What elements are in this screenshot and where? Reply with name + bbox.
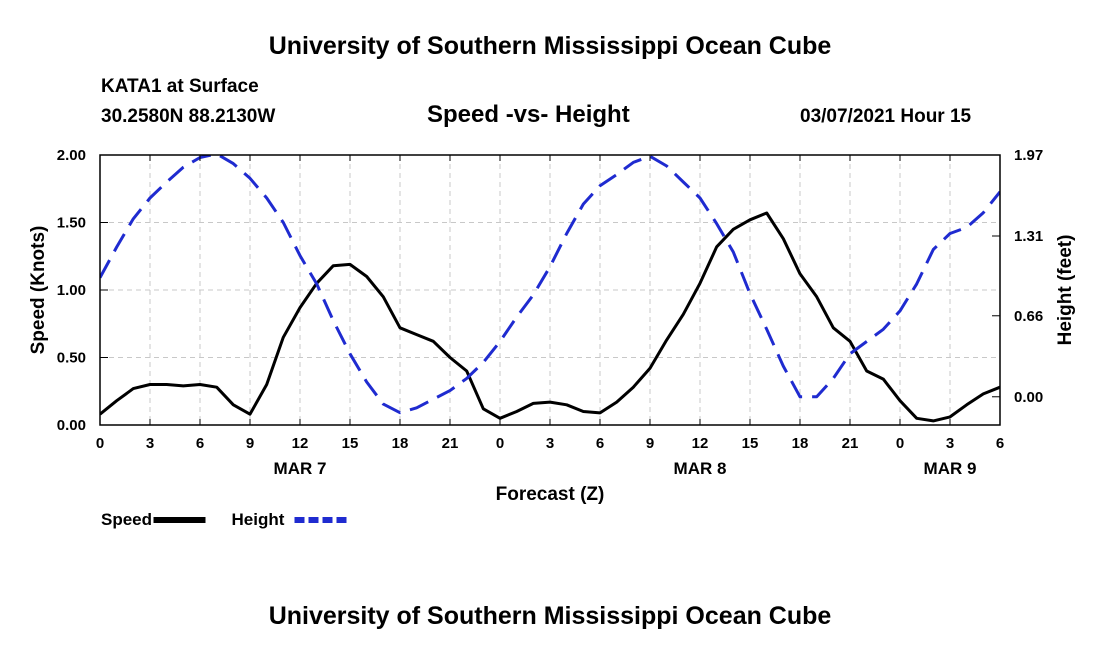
x-tick-label: 15 [742,435,759,452]
date-label: MAR 9 [924,459,977,478]
x-axis: 0 3 6 9 12 15 18 21 0 3 6 9 12 15 18 21 0 3 6 MAR 7 MAR 8 MAR… [96,155,1004,478]
legend-label: Height [232,510,285,529]
y-tick-label: 1.50 [57,215,86,232]
y-tick-label: 0.50 [57,350,86,367]
page-title: University of Southern Mississippi Ocean… [268,32,832,60]
x-tick-label: 0 [96,435,104,452]
x-tick-label: 12 [692,435,709,452]
plot-title: Speed -vs- Height [427,101,630,128]
x-axis-title: Forecast (Z) [496,484,605,505]
y-axis-left: 0.00 0.50 1.00 1.50 2.00 [57,147,108,434]
x-tick-label: 21 [442,435,459,452]
chart-grid [100,155,1000,425]
legend-label: Speed [101,510,152,529]
x-tick-label: 6 [196,435,204,452]
x-tick-label: 18 [792,435,809,452]
x-tick-label: 0 [496,435,504,452]
y-tick-label: 2.00 [57,147,86,164]
y2-tick-label: 0.66 [1014,308,1043,325]
height-line [100,155,1000,415]
station-label: KATA1 at Surface [101,76,259,97]
date-label: MAR 7 [274,459,327,478]
x-tick-label: 3 [146,435,154,452]
date-label: MAR 8 [674,459,727,478]
x-tick-label: 6 [596,435,604,452]
forecast-datetime: 03/07/2021 Hour 15 [800,106,972,127]
chart-series [100,155,1000,423]
x-tick-label: 0 [896,435,904,452]
y2-tick-label: 0.00 [1014,389,1043,406]
x-tick-label: 9 [646,435,654,452]
x-tick-label: 21 [842,435,859,452]
x-tick-label: 3 [546,435,554,452]
y-tick-label: 1.00 [57,282,86,299]
station-coords: 30.2580N 88.2130W [101,106,276,127]
y2-tick-label: 1.31 [1014,228,1043,245]
y-axis-right: 0.00 0.66 1.31 1.97 [992,147,1043,406]
y2-axis-title: Height (feet) [1055,235,1076,346]
speed-line [100,211,1000,423]
x-tick-label: 9 [246,435,254,452]
x-tick-label: 15 [342,435,359,452]
x-tick-label: 6 [996,435,1004,452]
x-tick-label: 18 [392,435,409,452]
y-tick-label: 0.00 [57,417,86,434]
legend: Speed Height [101,510,347,529]
y2-tick-label: 1.97 [1014,147,1043,164]
footer-title: University of Southern Mississippi Ocean… [268,602,832,630]
x-tick-label: 12 [292,435,309,452]
y-axis-title: Speed (Knots) [28,226,49,355]
x-tick-label: 3 [946,435,954,452]
